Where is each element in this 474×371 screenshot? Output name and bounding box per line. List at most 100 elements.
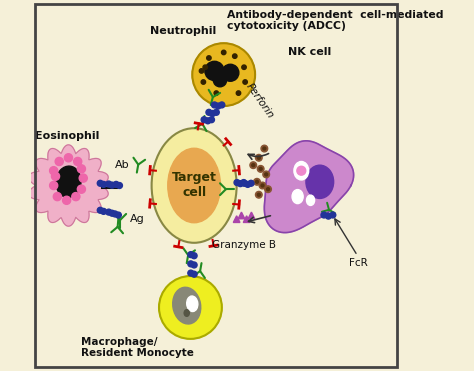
Circle shape xyxy=(55,157,64,165)
Circle shape xyxy=(245,181,251,187)
Circle shape xyxy=(209,117,214,123)
Text: Ag: Ag xyxy=(129,214,144,224)
Circle shape xyxy=(64,154,73,162)
Text: Antibody-dependent  cell-mediated: Antibody-dependent cell-mediated xyxy=(228,10,444,20)
Circle shape xyxy=(248,180,254,186)
Ellipse shape xyxy=(173,287,201,324)
Text: FcR: FcR xyxy=(349,258,368,268)
Circle shape xyxy=(52,172,60,180)
Polygon shape xyxy=(29,145,108,226)
Circle shape xyxy=(259,182,266,189)
Polygon shape xyxy=(243,216,250,223)
Circle shape xyxy=(50,181,58,190)
Circle shape xyxy=(261,145,268,152)
Circle shape xyxy=(206,109,212,115)
Circle shape xyxy=(63,196,71,204)
Circle shape xyxy=(188,252,194,257)
Text: Ab: Ab xyxy=(115,160,129,170)
Ellipse shape xyxy=(184,310,189,316)
Text: Macrophage/
Resident Monocyte: Macrophage/ Resident Monocyte xyxy=(82,336,194,358)
Circle shape xyxy=(191,262,197,268)
Circle shape xyxy=(210,111,216,116)
Circle shape xyxy=(330,212,336,218)
Circle shape xyxy=(201,80,206,84)
Circle shape xyxy=(264,186,272,193)
Circle shape xyxy=(203,65,208,69)
Ellipse shape xyxy=(307,195,315,206)
Circle shape xyxy=(237,181,243,187)
Circle shape xyxy=(97,180,103,186)
Circle shape xyxy=(252,164,255,167)
Circle shape xyxy=(112,211,118,217)
Circle shape xyxy=(117,183,122,188)
Circle shape xyxy=(255,180,258,183)
Polygon shape xyxy=(233,216,240,223)
Circle shape xyxy=(257,193,260,196)
Circle shape xyxy=(215,103,221,109)
Circle shape xyxy=(242,65,246,69)
Circle shape xyxy=(109,182,115,188)
Circle shape xyxy=(53,193,62,201)
Circle shape xyxy=(250,162,256,168)
Text: Granzyme B: Granzyme B xyxy=(212,240,276,250)
Circle shape xyxy=(236,91,241,95)
Circle shape xyxy=(205,61,224,81)
Circle shape xyxy=(106,209,112,215)
Circle shape xyxy=(243,80,247,84)
Circle shape xyxy=(192,43,255,106)
Circle shape xyxy=(257,156,260,159)
Circle shape xyxy=(79,174,87,182)
Circle shape xyxy=(188,270,194,276)
Polygon shape xyxy=(264,141,354,233)
Ellipse shape xyxy=(294,161,309,180)
Circle shape xyxy=(255,191,262,198)
Circle shape xyxy=(297,166,306,175)
Circle shape xyxy=(263,147,266,150)
Circle shape xyxy=(113,181,119,187)
Circle shape xyxy=(259,167,262,170)
Circle shape xyxy=(100,209,107,214)
Circle shape xyxy=(241,180,247,186)
Circle shape xyxy=(255,154,262,161)
Circle shape xyxy=(77,165,85,173)
Ellipse shape xyxy=(306,165,334,198)
Circle shape xyxy=(188,261,194,267)
Circle shape xyxy=(201,117,207,123)
Text: Neutrophil: Neutrophil xyxy=(150,26,216,36)
Circle shape xyxy=(321,212,327,218)
Circle shape xyxy=(233,54,237,58)
Circle shape xyxy=(214,91,219,95)
Circle shape xyxy=(241,180,246,186)
Circle shape xyxy=(191,253,197,259)
Circle shape xyxy=(211,102,218,108)
Text: Perforin: Perforin xyxy=(244,81,275,120)
Circle shape xyxy=(207,56,211,60)
Circle shape xyxy=(264,173,268,176)
Circle shape xyxy=(199,69,204,73)
Circle shape xyxy=(50,167,58,175)
Text: Target
cell: Target cell xyxy=(172,171,217,200)
Circle shape xyxy=(326,213,331,219)
Ellipse shape xyxy=(56,166,81,197)
Ellipse shape xyxy=(152,128,237,243)
Text: Eosinophil: Eosinophil xyxy=(35,131,100,141)
Ellipse shape xyxy=(187,296,198,312)
Circle shape xyxy=(221,50,226,55)
Text: NK cell: NK cell xyxy=(288,47,332,58)
Circle shape xyxy=(106,181,112,187)
Circle shape xyxy=(73,157,82,165)
Circle shape xyxy=(219,102,225,108)
Circle shape xyxy=(222,64,239,81)
Circle shape xyxy=(191,271,197,277)
Circle shape xyxy=(266,188,270,191)
Text: cytotoxicity (ADCC): cytotoxicity (ADCC) xyxy=(228,21,346,31)
Circle shape xyxy=(100,181,107,187)
Circle shape xyxy=(115,212,121,218)
Circle shape xyxy=(254,178,260,185)
Circle shape xyxy=(261,184,264,187)
Circle shape xyxy=(77,185,85,193)
Ellipse shape xyxy=(292,190,303,204)
Polygon shape xyxy=(248,212,255,219)
Circle shape xyxy=(205,118,211,124)
Circle shape xyxy=(213,73,227,87)
